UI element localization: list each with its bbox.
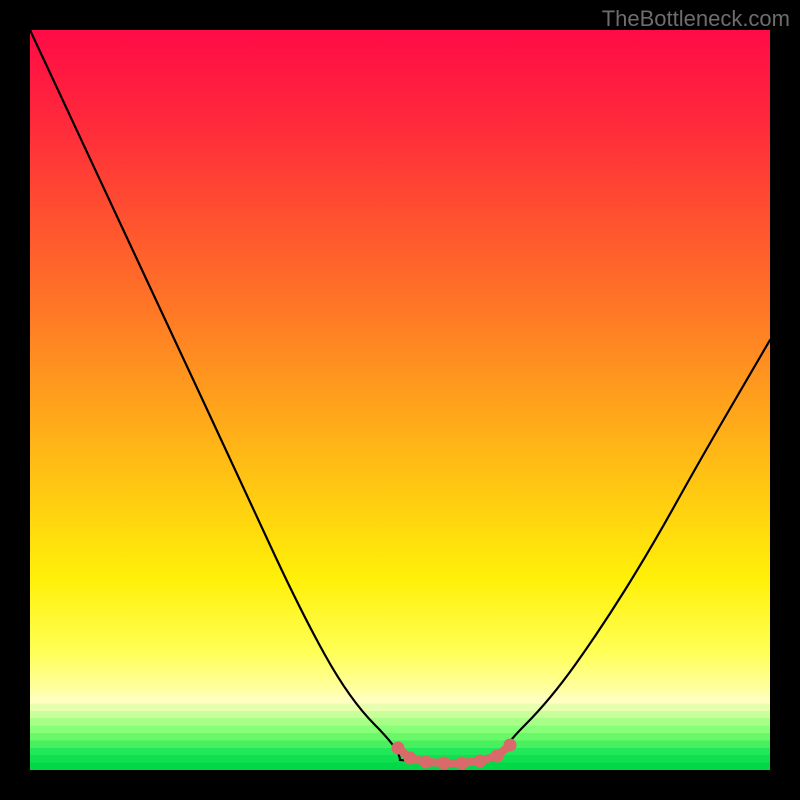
marker-dot xyxy=(404,752,417,765)
plot-background xyxy=(30,30,770,770)
marker-dot xyxy=(504,739,517,752)
marker-dot xyxy=(392,742,405,755)
marker-dot xyxy=(474,755,487,768)
marker-dot xyxy=(456,757,469,770)
watermark-text: TheBottleneck.com xyxy=(602,6,790,32)
bottleneck-chart xyxy=(0,0,800,800)
marker-dot xyxy=(491,750,504,763)
marker-dot xyxy=(438,757,451,770)
chart-container: TheBottleneck.com xyxy=(0,0,800,800)
marker-dot xyxy=(420,756,433,769)
